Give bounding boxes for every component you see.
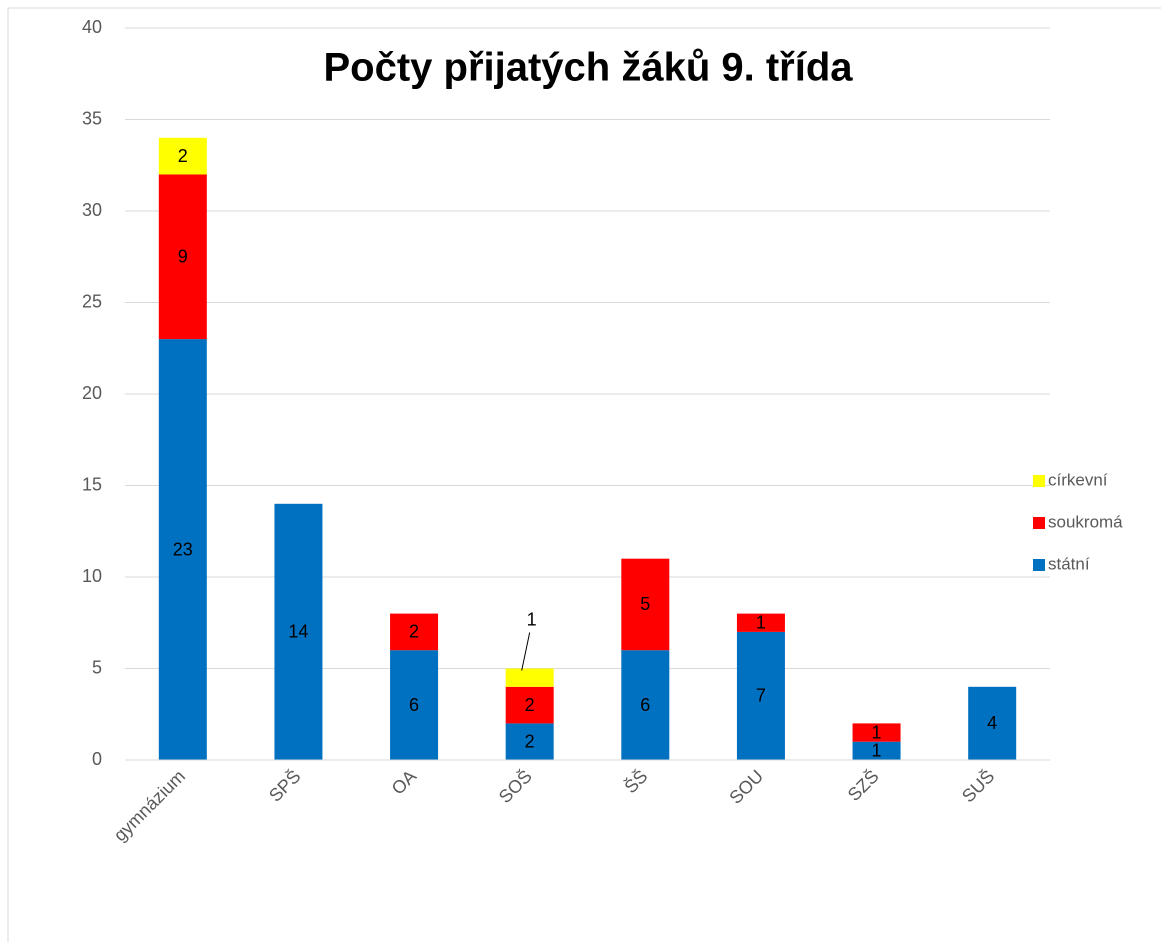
data-label: 1 xyxy=(872,741,882,761)
data-label: 2 xyxy=(525,695,535,715)
data-label: 1 xyxy=(756,613,766,633)
y-tick-label: 25 xyxy=(82,291,102,311)
x-tick-label: SUŠ xyxy=(957,765,998,806)
bar-segment xyxy=(158,174,207,340)
legend-label: církevní xyxy=(1048,470,1108,489)
bar-segment xyxy=(505,686,554,724)
bar-segment xyxy=(621,650,670,760)
x-tick-label: gymnázium xyxy=(110,766,189,845)
bar-segment xyxy=(621,558,670,651)
bar-segment xyxy=(852,723,901,742)
data-label: 4 xyxy=(987,713,997,733)
y-tick-label: 20 xyxy=(82,383,102,403)
data-label: 5 xyxy=(640,594,650,614)
bar-segment xyxy=(968,686,1017,760)
bar-segment xyxy=(736,631,785,760)
y-tick-label: 40 xyxy=(82,17,102,37)
data-label: 14 xyxy=(288,622,308,642)
data-label: 2 xyxy=(409,622,419,642)
chart-title: Počty přijatých žáků 9. třída xyxy=(323,46,853,90)
y-tick-label: 10 xyxy=(82,566,102,586)
y-tick-label: 15 xyxy=(82,474,102,494)
x-tick-label: SPŠ xyxy=(264,765,304,805)
legend-label: státní xyxy=(1048,554,1090,573)
data-label: 1 xyxy=(872,722,882,742)
x-tick-label: SOŠ xyxy=(494,765,536,807)
bar-segment xyxy=(852,741,901,760)
bar-segment xyxy=(158,339,207,760)
y-tick-label: 5 xyxy=(92,657,102,677)
data-label: 23 xyxy=(173,539,193,559)
legend-swatch xyxy=(1033,517,1045,529)
bar-segment xyxy=(158,137,207,175)
bar-segment xyxy=(505,723,554,760)
data-label: 6 xyxy=(640,695,650,715)
data-label: 9 xyxy=(178,247,188,267)
x-tick-label: OA xyxy=(388,766,421,799)
data-label: 6 xyxy=(409,695,419,715)
legend-swatch xyxy=(1033,559,1045,571)
x-tick-label: SZŠ xyxy=(843,765,883,805)
bar-segment xyxy=(274,503,323,760)
data-label: 2 xyxy=(178,146,188,166)
bar-segment xyxy=(505,668,554,687)
bar-segment xyxy=(736,613,785,632)
x-tick-label: SOU xyxy=(725,766,767,808)
chart-border xyxy=(7,7,1161,942)
leader-line xyxy=(521,632,531,671)
legend-swatch xyxy=(1033,475,1045,487)
data-label: 1 xyxy=(527,609,537,629)
y-tick-label: 0 xyxy=(92,749,102,769)
bar-segment xyxy=(390,650,439,760)
bar-segment xyxy=(390,613,439,651)
y-tick-label: 30 xyxy=(82,200,102,220)
data-label: 7 xyxy=(756,686,766,706)
data-label: 2 xyxy=(525,731,535,751)
x-tick-label: ŠŠ xyxy=(620,765,652,797)
y-tick-label: 35 xyxy=(82,108,102,128)
legend-label: soukromá xyxy=(1048,512,1123,531)
